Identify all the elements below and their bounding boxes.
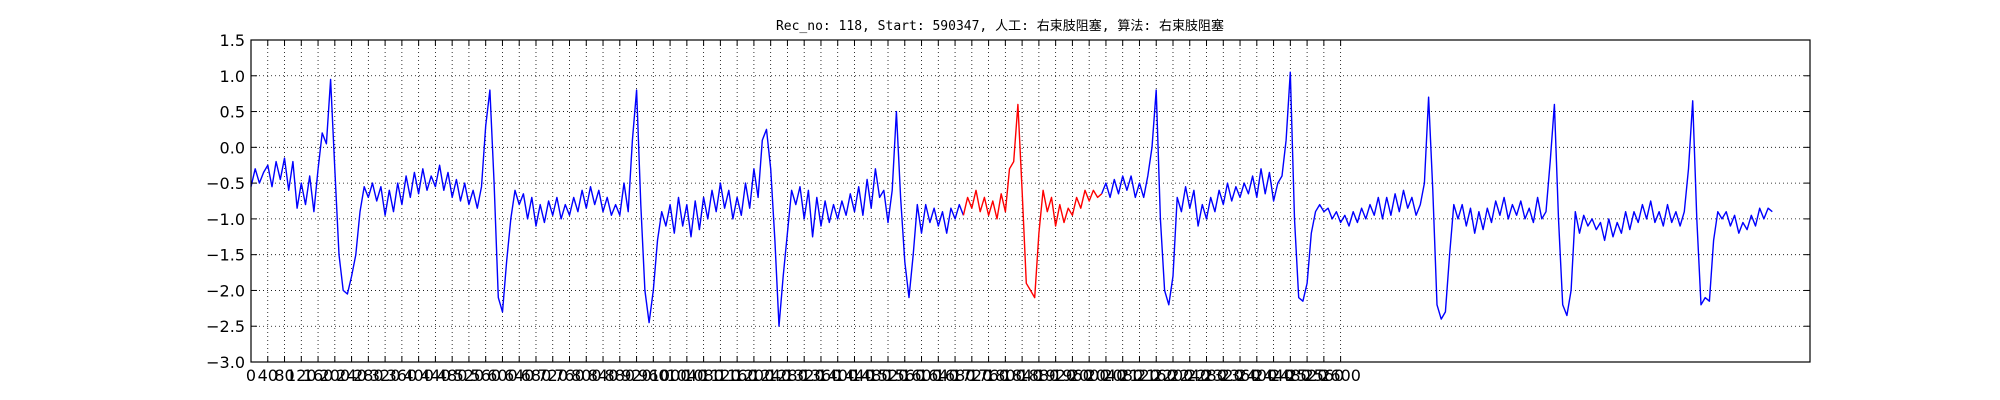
x-tick-label: 2280 (1186, 366, 1227, 385)
x-tick-label: 2400 (1236, 366, 1277, 385)
x-tick-label: 40 (258, 366, 278, 385)
y-tick-label: −1.0 (206, 210, 245, 229)
series-group (250, 71, 1773, 327)
x-tick-label: 1400 (817, 366, 858, 385)
x-tick-label: 1240 (750, 366, 791, 385)
y-tick-label: −3.0 (206, 353, 245, 372)
x-tick-label: 960 (638, 366, 669, 385)
plot-frame (250, 39, 1811, 363)
x-tick-label: 600 (487, 366, 518, 385)
x-tick-label: 1720 (951, 366, 992, 385)
y-tick-label: 1.5 (220, 31, 245, 50)
x-tick-label: 560 (470, 366, 501, 385)
chart-title: Rec_no: 118, Start: 590347, 人工: 右束肢阻塞, 算… (776, 18, 1224, 34)
x-tick-label: 2320 (1203, 366, 1244, 385)
x-tick-label: 1000 (650, 366, 691, 385)
x-tick-label: 80 (274, 366, 294, 385)
y-tick-label: 0.0 (220, 138, 245, 157)
x-tick-label: 880 (605, 366, 636, 385)
x-tick-label: 1680 (935, 366, 976, 385)
x-tick-label: 320 (370, 366, 401, 385)
x-tick-label: 1880 (1019, 366, 1060, 385)
x-tick-label: 2080 (1102, 366, 1143, 385)
x-tick-label: 2120 (1119, 366, 1160, 385)
x-tick-label: 1080 (683, 366, 724, 385)
x-tick-label: 1120 (700, 366, 741, 385)
y-tick-label: −0.5 (206, 174, 245, 193)
x-tick-label: 840 (588, 366, 619, 385)
x-tick-label: 2560 (1304, 366, 1345, 385)
x-tick-label: 160 (303, 366, 334, 385)
x-tick-label: 1960 (1052, 366, 1093, 385)
x-tick-label: 1200 (734, 366, 775, 385)
x-tick-label: 920 (621, 366, 652, 385)
x-tick-label: 2360 (1220, 366, 1261, 385)
series-line-3 (1101, 71, 1773, 320)
x-tick-label: 400 (403, 366, 434, 385)
x-tick-label: 1160 (717, 366, 758, 385)
x-tick-label: 1800 (985, 366, 1026, 385)
x-tick-label: 2240 (1169, 366, 1210, 385)
x-tick-label: 1560 (884, 366, 925, 385)
x-tick-label: 2440 (1253, 366, 1294, 385)
x-tick-label: 640 (504, 366, 535, 385)
x-tick-label: 1520 (868, 366, 909, 385)
x-tick-label: 520 (454, 366, 485, 385)
x-tick-label: 2520 (1287, 366, 1328, 385)
x-tick-label: 2600 (1320, 366, 1361, 385)
series-line-2 (962, 103, 1103, 299)
x-tick-label: 1760 (968, 366, 1009, 385)
tick-marks (250, 39, 1810, 363)
x-tick-label: 0 (246, 366, 256, 385)
y-tick-label: 1.0 (220, 67, 245, 86)
tick-labels: 1.51.00.50.0−0.5−1.0−1.5−2.0−2.5−3.00 408… (206, 31, 1361, 385)
x-tick-label: 240 (336, 366, 367, 385)
x-tick-label: 1320 (784, 366, 825, 385)
x-tick-label: 1040 (666, 366, 707, 385)
x-tick-label: 280 (353, 366, 384, 385)
x-tick-label: 760 (554, 366, 585, 385)
grid-lines (250, 39, 1810, 363)
x-tick-label: 360 (387, 366, 418, 385)
x-tick-label: 440 (420, 366, 451, 385)
x-tick-label: 1440 (834, 366, 875, 385)
x-tick-label: 1920 (1035, 366, 1076, 385)
y-tick-label: −1.5 (206, 246, 245, 265)
series-line-1 (250, 78, 965, 327)
x-tick-label: 120 (286, 366, 317, 385)
x-tick-label: 1600 (901, 366, 942, 385)
x-tick-label: 2160 (1136, 366, 1177, 385)
y-tick-label: 0.5 (220, 103, 245, 122)
x-tick-label: 200 (320, 366, 351, 385)
x-tick-label: 800 (571, 366, 602, 385)
x-tick-label: 2000 (1069, 366, 1110, 385)
x-tick-label: 1480 (851, 366, 892, 385)
x-tick-label: 2480 (1270, 366, 1311, 385)
x-tick-label: 1640 (918, 366, 959, 385)
y-tick-label: −2.0 (206, 281, 245, 300)
x-tick-label: 680 (521, 366, 552, 385)
x-tick-label: 1360 (801, 366, 842, 385)
x-tick-label: 720 (537, 366, 568, 385)
x-tick-label: 2040 (1086, 366, 1127, 385)
x-tick-label: 1840 (1002, 366, 1043, 385)
x-tick-label: 1280 (767, 366, 808, 385)
y-tick-label: −2.5 (206, 317, 245, 336)
x-tick-label: 2200 (1153, 366, 1194, 385)
x-tick-label: 480 (437, 366, 468, 385)
